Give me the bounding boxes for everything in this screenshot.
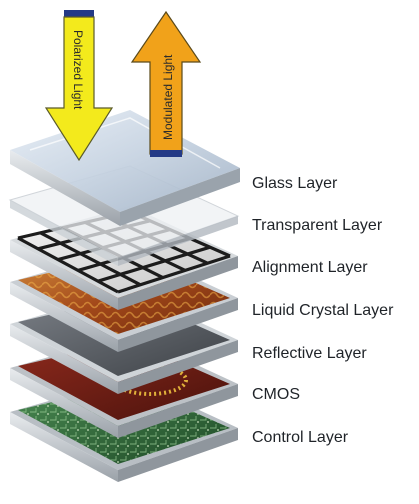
label-alignment-layer: Alignment Layer [252, 259, 368, 276]
label-control-layer: Control Layer [252, 429, 349, 446]
label-cmos: CMOS [252, 386, 300, 403]
modulated-light-arrow: Modulated Light [130, 10, 202, 157]
alignment-grid-line [17, 236, 119, 294]
alignment-grid-line [97, 245, 211, 283]
polarized-light-arrow: Polarized Light [44, 10, 114, 162]
modulated-light-label: Modulated Light [161, 54, 175, 140]
label-reflective-layer: Reflective Layer [252, 345, 367, 362]
alignment-grid-line [117, 254, 231, 294]
label-transparent-layer: Transparent Layer [252, 217, 383, 234]
label-glass-layer: Glass Layer [252, 175, 338, 192]
alignment-grid-line [39, 231, 142, 287]
label-liquid-crystal-layer: Liquid Crystal Layer [252, 302, 394, 319]
polarized-light-label: Polarized Light [71, 30, 85, 110]
